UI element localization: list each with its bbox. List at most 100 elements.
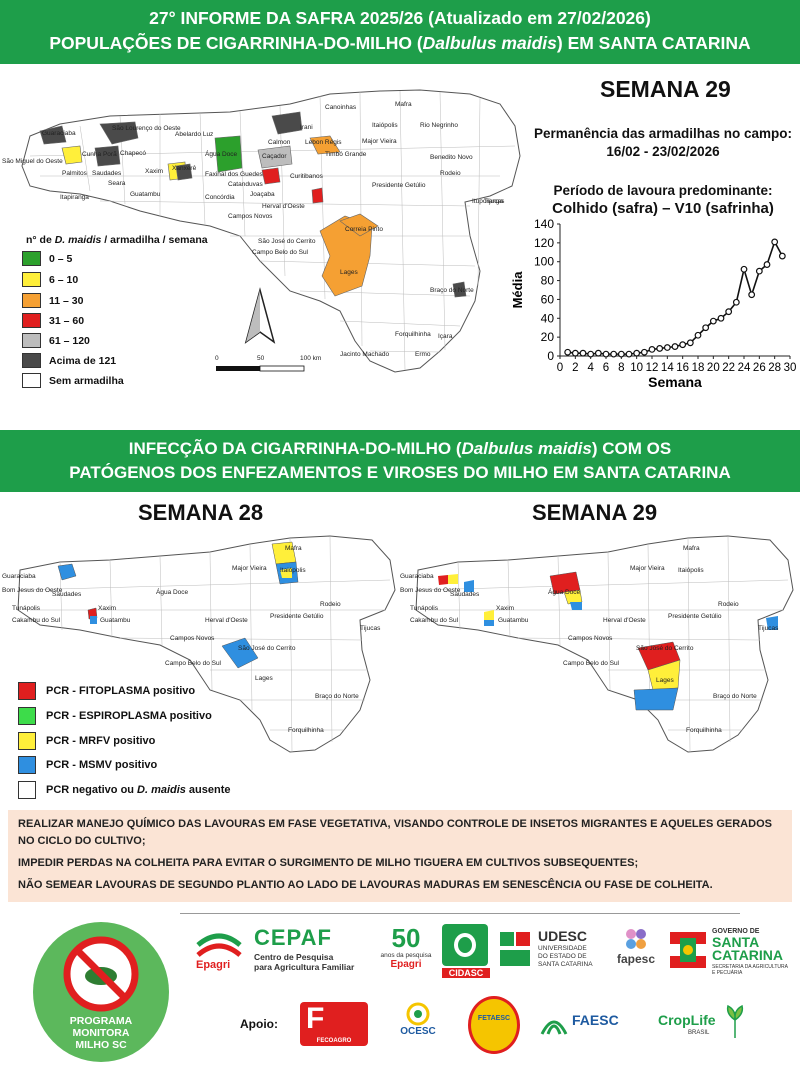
data-point <box>686 339 694 347</box>
place-label: Itaiópolis <box>678 567 704 574</box>
x-tick-label: 28 <box>768 362 781 374</box>
week-28-title: SEMANA 28 <box>138 500 264 525</box>
legend-swatch <box>22 353 41 368</box>
x-tick-label: 8 <box>618 362 624 374</box>
y-tick-label: 0 <box>547 349 554 363</box>
data-point <box>663 344 671 351</box>
region-mrfv-2 <box>280 568 292 578</box>
region-mrfv-3 <box>484 610 494 620</box>
data-point <box>702 324 710 332</box>
pcr-swatch <box>18 781 36 799</box>
scale-mid: 50 <box>257 355 265 362</box>
place-label: Tijucas <box>484 198 505 205</box>
data-point <box>679 341 687 349</box>
crop-label: Período de lavoura predominante: <box>553 183 773 198</box>
pcr-legend-item: PCR negativo ou D. maidis ausente <box>18 781 231 799</box>
y-tick-label: 80 <box>541 274 555 288</box>
ocesc-icon <box>406 1002 430 1026</box>
region-msmv-5 <box>766 616 778 630</box>
x-tick-label: 0 <box>557 362 563 374</box>
croplife-logo: CropLife BRASIL <box>658 1004 748 1044</box>
region-mrfv-2 <box>448 574 458 584</box>
place-label: Major Vieira <box>630 565 665 572</box>
data-point <box>587 350 595 358</box>
place-label: Guatambu <box>130 191 161 198</box>
region-msmv <box>57 563 77 581</box>
trap-period: 16/02 - 23/02/2026 <box>606 144 720 159</box>
faesc-logo: FAESC <box>540 1008 622 1038</box>
place-label: Xaxim <box>98 605 116 612</box>
data-point <box>732 298 740 306</box>
region-darkgray-1 <box>99 121 139 145</box>
place-label: Saudades <box>450 591 480 598</box>
epagri-50-logo: 50 anos da pesquisa Epagri <box>380 923 432 970</box>
place-label: Herval d'Oeste <box>603 617 646 624</box>
place-label: Guatambu <box>498 617 529 624</box>
scale-zero: 0 <box>215 355 219 362</box>
place-label: Campos Novos <box>228 213 273 220</box>
place-label: Tunápolis <box>410 605 439 612</box>
place-label: Joaçaba <box>250 191 275 198</box>
crop-stage: Colhido (safra) – V10 (safrinha) <box>552 200 774 217</box>
region-msmv-1 <box>570 602 582 610</box>
place-label: Água Doce <box>205 149 238 158</box>
epagri-icon <box>196 933 242 957</box>
x-tick-label: 14 <box>661 362 674 374</box>
leaf-icon <box>726 1004 744 1038</box>
place-label: Campo Belo do Sul <box>252 249 309 256</box>
cidasc-logo: CIDASC <box>442 924 490 980</box>
region-msmv-4 <box>633 687 679 711</box>
region-darkgray-4 <box>452 281 467 298</box>
pcr-swatch <box>18 732 36 750</box>
data-point <box>671 343 679 350</box>
place-label: Cunha Porã <box>82 151 117 158</box>
recommendations-box: REALIZAR MANEJO QUÍMICO DAS LAVOURAS EM … <box>8 810 792 902</box>
place-label: Mafra <box>683 545 700 552</box>
data-point <box>579 349 587 357</box>
legend-swatch <box>22 373 41 388</box>
place-label: Bom Jesus do Oeste <box>2 587 63 594</box>
place-label: Xaxim <box>145 168 163 175</box>
data-point <box>640 348 648 356</box>
y-tick-label: 60 <box>541 292 555 306</box>
region-gray-1 <box>257 145 293 169</box>
data-point <box>656 345 664 352</box>
region-msmv-2 <box>464 580 474 592</box>
y-axis-label: Média <box>510 271 525 309</box>
region-msmv-3 <box>484 620 494 626</box>
legend-item: Acima de 121 <box>22 353 116 368</box>
data-point <box>725 308 733 316</box>
place-label: Forquilhinha <box>288 727 324 734</box>
place-label: Canoinhas <box>325 104 357 111</box>
place-label: Água Doce <box>156 587 189 596</box>
pcr-legend-item: PCR - ESPIROPLASMA positivo <box>18 707 212 725</box>
place-label: Timbó Grande <box>325 151 367 158</box>
recommendation-3: NÃO SEMEAR LAVOURAS DE SEGUNDO PLANTIO A… <box>18 879 713 891</box>
place-label: Major Vieira <box>232 565 267 572</box>
faesc-icon <box>540 1020 568 1035</box>
place-label: Presidente Getúlio <box>270 613 324 620</box>
region-orange-1 <box>309 135 341 155</box>
recommendation-2: IMPEDIR PERDAS NA COLHEITA PARA EVITAR O… <box>18 857 639 869</box>
infection-title-line1: INFECÇÃO DA CIGARRINHA-DO-MILHO (Dalbulu… <box>128 439 672 458</box>
place-label: Água Doce <box>548 587 581 596</box>
infection-map-week-29: Guaraciaba Bom Jesus do Oeste Tunápolis … <box>400 535 794 753</box>
place-label: São José do Cerrito <box>238 645 296 652</box>
place-label: Campos Novos <box>568 635 613 642</box>
legend-item: 11 – 30 <box>22 293 83 308</box>
place-label: Rodeio <box>718 601 739 608</box>
y-tick-label: 40 <box>541 311 555 325</box>
place-label: São José do Cerrito <box>636 645 694 652</box>
legend-swatch <box>22 313 41 328</box>
place-label: Lages <box>340 269 358 276</box>
data-point <box>564 348 572 356</box>
region-red-1 <box>261 167 281 185</box>
x-tick-label: 12 <box>646 362 659 374</box>
place-label: Palmitos <box>62 170 88 177</box>
legend-item: 0 – 5 <box>22 251 72 266</box>
data-point <box>694 331 702 339</box>
trap-info: Permanência das armadilhas no campo: 16/… <box>530 125 796 161</box>
region-yellow-1 <box>61 145 83 165</box>
place-label: Saudades <box>52 591 82 598</box>
place-label: Rodeio <box>440 170 461 177</box>
